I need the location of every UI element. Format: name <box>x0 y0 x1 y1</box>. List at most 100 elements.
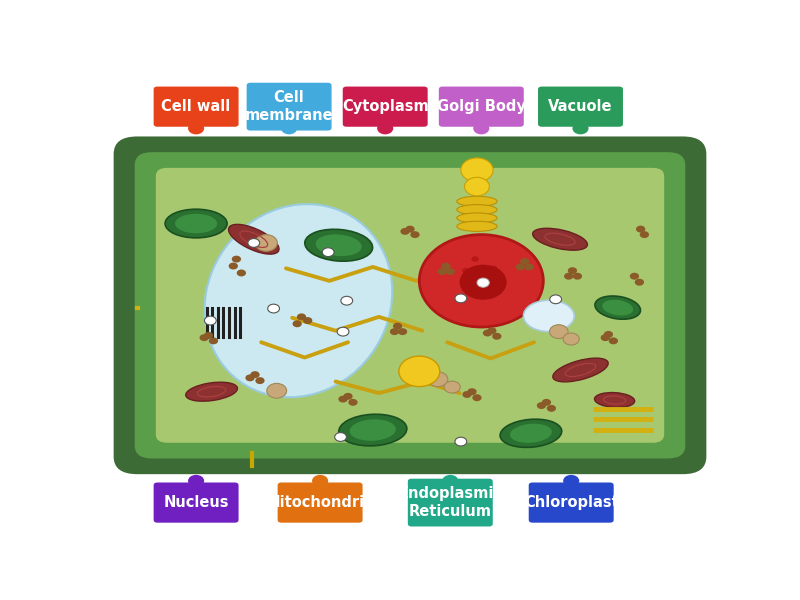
Circle shape <box>472 394 482 401</box>
Circle shape <box>428 372 448 386</box>
Circle shape <box>209 337 218 344</box>
Circle shape <box>410 231 420 238</box>
Circle shape <box>204 332 213 339</box>
Circle shape <box>188 475 204 487</box>
Circle shape <box>205 316 216 325</box>
Circle shape <box>268 304 279 313</box>
Circle shape <box>462 391 472 398</box>
Circle shape <box>297 313 306 320</box>
Circle shape <box>246 374 254 382</box>
Circle shape <box>546 405 556 412</box>
Circle shape <box>393 323 402 329</box>
Ellipse shape <box>205 204 392 397</box>
Circle shape <box>542 399 551 406</box>
Text: Cell
membrane: Cell membrane <box>245 91 334 123</box>
Circle shape <box>462 268 470 274</box>
FancyBboxPatch shape <box>529 482 614 523</box>
Circle shape <box>636 226 646 233</box>
Circle shape <box>303 317 312 324</box>
Circle shape <box>492 333 502 340</box>
FancyBboxPatch shape <box>154 86 238 127</box>
Circle shape <box>188 122 204 134</box>
Circle shape <box>438 268 447 275</box>
Circle shape <box>573 122 589 134</box>
Circle shape <box>490 266 498 271</box>
Circle shape <box>461 158 493 182</box>
Ellipse shape <box>186 382 238 401</box>
Circle shape <box>312 475 328 487</box>
Circle shape <box>390 328 399 335</box>
Circle shape <box>255 235 278 251</box>
Ellipse shape <box>594 392 634 407</box>
Ellipse shape <box>175 214 217 233</box>
Circle shape <box>455 294 466 303</box>
Circle shape <box>520 258 530 265</box>
Circle shape <box>444 381 460 393</box>
Circle shape <box>604 331 613 338</box>
Circle shape <box>516 263 525 271</box>
Circle shape <box>568 267 577 274</box>
FancyBboxPatch shape <box>439 86 524 127</box>
FancyBboxPatch shape <box>114 136 706 474</box>
Circle shape <box>640 231 649 238</box>
FancyBboxPatch shape <box>278 482 362 523</box>
Circle shape <box>377 122 394 134</box>
Circle shape <box>250 371 260 378</box>
FancyBboxPatch shape <box>342 86 428 127</box>
Ellipse shape <box>316 235 362 256</box>
Circle shape <box>468 291 476 296</box>
Circle shape <box>266 383 286 398</box>
Ellipse shape <box>602 300 633 316</box>
Text: Endoplasmic
Reticulum: Endoplasmic Reticulum <box>398 487 502 519</box>
Circle shape <box>446 268 455 275</box>
FancyBboxPatch shape <box>538 86 623 127</box>
Ellipse shape <box>553 358 608 382</box>
Circle shape <box>564 273 574 280</box>
Ellipse shape <box>500 419 562 448</box>
Circle shape <box>573 273 582 280</box>
Text: Nucleus: Nucleus <box>163 495 229 510</box>
Ellipse shape <box>229 224 279 254</box>
Circle shape <box>199 334 209 341</box>
FancyBboxPatch shape <box>134 152 686 458</box>
Circle shape <box>229 263 238 269</box>
Circle shape <box>255 377 265 384</box>
Circle shape <box>419 235 543 327</box>
Circle shape <box>400 228 410 235</box>
FancyBboxPatch shape <box>131 294 157 317</box>
Circle shape <box>248 239 260 247</box>
Circle shape <box>399 356 440 386</box>
Text: Chloroplast: Chloroplast <box>524 495 618 510</box>
Ellipse shape <box>457 221 497 232</box>
Circle shape <box>537 402 546 409</box>
Circle shape <box>338 395 348 403</box>
Circle shape <box>609 337 618 344</box>
Ellipse shape <box>595 296 641 319</box>
Circle shape <box>281 122 297 134</box>
Circle shape <box>477 278 490 287</box>
Ellipse shape <box>338 414 407 446</box>
Circle shape <box>334 433 346 442</box>
Circle shape <box>237 269 246 277</box>
Circle shape <box>232 256 241 263</box>
Ellipse shape <box>165 209 227 238</box>
Circle shape <box>524 263 534 271</box>
Circle shape <box>474 122 490 134</box>
Circle shape <box>341 296 353 305</box>
Circle shape <box>550 325 568 338</box>
Ellipse shape <box>510 424 552 443</box>
Circle shape <box>442 475 458 487</box>
Circle shape <box>442 263 450 269</box>
Text: Cell wall: Cell wall <box>162 99 230 114</box>
Ellipse shape <box>457 196 497 206</box>
Circle shape <box>563 333 579 345</box>
Circle shape <box>293 320 302 327</box>
Circle shape <box>343 393 353 400</box>
Circle shape <box>550 295 562 304</box>
Circle shape <box>398 328 407 335</box>
Circle shape <box>337 327 349 336</box>
Text: Mitochondria: Mitochondria <box>266 495 374 510</box>
Circle shape <box>406 226 414 233</box>
Circle shape <box>455 437 466 446</box>
Circle shape <box>471 256 479 262</box>
